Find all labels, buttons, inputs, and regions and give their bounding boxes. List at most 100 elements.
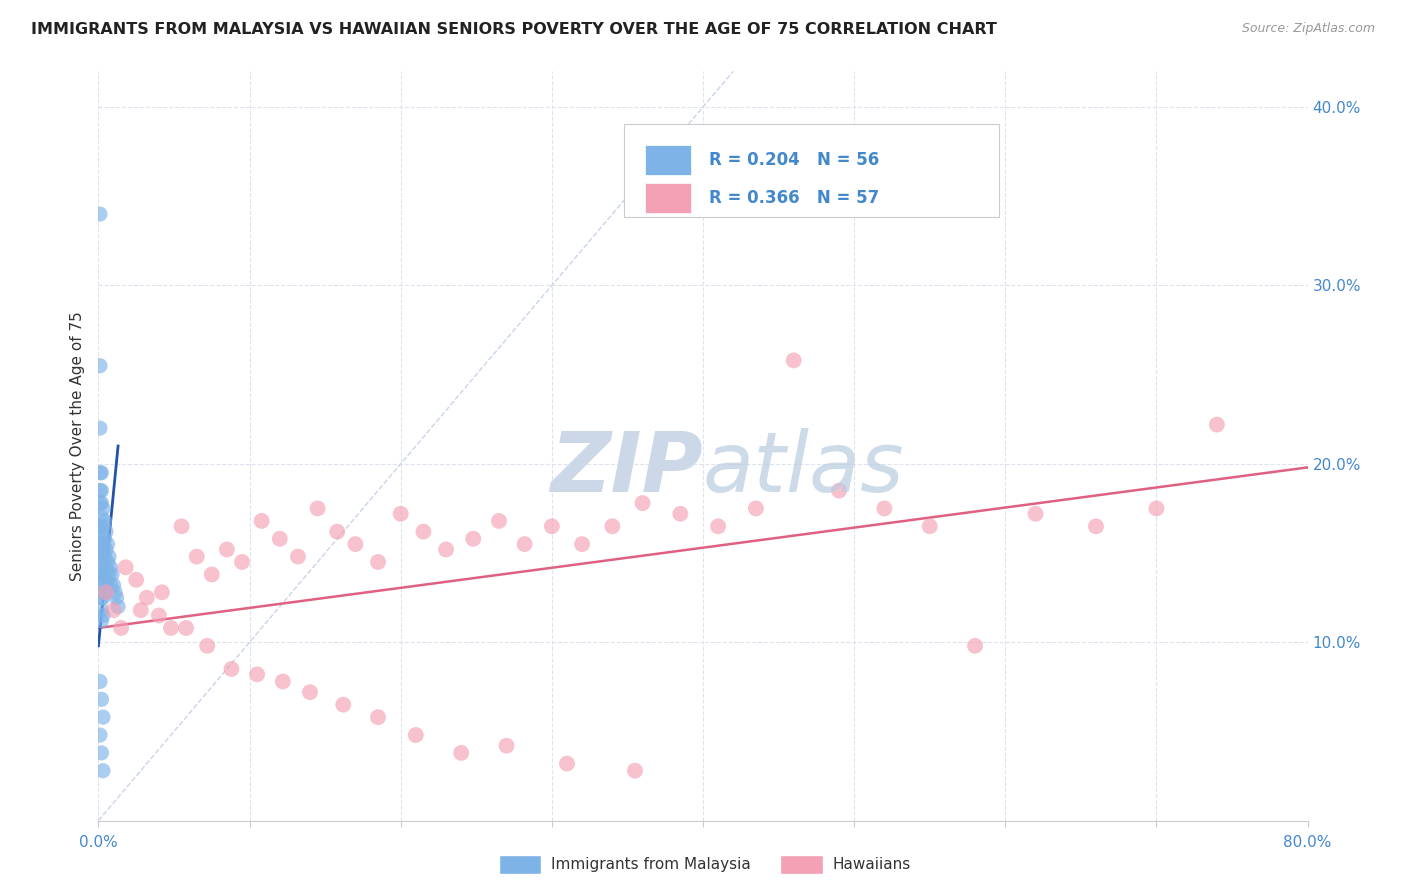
- Point: [100, 578, 122, 592]
- Point: [107, 599, 129, 614]
- Point: [873, 501, 896, 516]
- Point: [90, 483, 112, 498]
- Point: [221, 662, 243, 676]
- Point: [91, 764, 114, 778]
- Point: [90, 591, 112, 605]
- Point: [555, 756, 578, 771]
- Point: [135, 591, 157, 605]
- Text: R = 0.366   N = 57: R = 0.366 N = 57: [709, 189, 879, 207]
- Point: [488, 514, 510, 528]
- Point: [96, 555, 118, 569]
- Point: [299, 685, 322, 699]
- Point: [344, 537, 367, 551]
- Point: [91, 555, 114, 569]
- Text: Hawaiians: Hawaiians: [832, 857, 911, 871]
- Point: [405, 728, 427, 742]
- Point: [89, 421, 111, 435]
- Point: [215, 542, 238, 557]
- Point: [90, 466, 112, 480]
- FancyBboxPatch shape: [645, 183, 690, 213]
- Point: [271, 674, 294, 689]
- Point: [745, 501, 768, 516]
- Point: [90, 524, 112, 539]
- Text: ZIP: ZIP: [550, 428, 703, 509]
- Point: [89, 519, 111, 533]
- Point: [367, 710, 389, 724]
- Point: [91, 710, 114, 724]
- Point: [91, 501, 114, 516]
- Point: [89, 549, 111, 564]
- Point: [94, 542, 117, 557]
- Point: [98, 567, 121, 582]
- Point: [367, 555, 389, 569]
- Point: [91, 591, 114, 605]
- Point: [91, 537, 114, 551]
- Point: [307, 501, 329, 516]
- Point: [110, 621, 132, 635]
- Point: [96, 573, 118, 587]
- Point: [93, 585, 115, 599]
- Point: [571, 537, 593, 551]
- Point: [91, 573, 114, 587]
- Point: [269, 532, 291, 546]
- Point: [389, 507, 412, 521]
- Point: [332, 698, 354, 712]
- Point: [669, 507, 692, 521]
- Point: [495, 739, 517, 753]
- Point: [148, 608, 170, 623]
- Point: [93, 549, 115, 564]
- Point: [89, 483, 111, 498]
- Point: [250, 514, 273, 528]
- Point: [89, 567, 111, 582]
- Point: [160, 621, 183, 635]
- Point: [89, 466, 111, 480]
- Point: [631, 496, 654, 510]
- Point: [94, 585, 117, 599]
- Point: [540, 519, 562, 533]
- Point: [103, 578, 125, 592]
- Point: [96, 537, 118, 551]
- Point: [91, 519, 114, 533]
- Point: [89, 207, 111, 221]
- Point: [100, 560, 122, 574]
- Point: [94, 578, 117, 592]
- Point: [90, 578, 112, 592]
- Point: [412, 524, 434, 539]
- Point: [90, 549, 112, 564]
- Point: [90, 692, 112, 706]
- Point: [91, 608, 114, 623]
- Point: [114, 560, 136, 574]
- Point: [93, 532, 115, 546]
- Point: [104, 585, 127, 599]
- Point: [94, 524, 117, 539]
- Point: [326, 524, 349, 539]
- Point: [129, 603, 152, 617]
- Point: [90, 537, 112, 551]
- Text: IMMIGRANTS FROM MALAYSIA VS HAWAIIAN SENIORS POVERTY OVER THE AGE OF 75 CORRELAT: IMMIGRANTS FROM MALAYSIA VS HAWAIIAN SEN…: [31, 22, 997, 37]
- Point: [90, 496, 112, 510]
- Point: [89, 728, 111, 742]
- Point: [90, 746, 112, 760]
- Point: [186, 549, 208, 564]
- Point: [1085, 519, 1108, 533]
- Point: [101, 567, 124, 582]
- Point: [1024, 507, 1046, 521]
- Point: [90, 564, 112, 578]
- Point: [231, 555, 253, 569]
- Point: [103, 603, 125, 617]
- FancyBboxPatch shape: [624, 124, 1000, 218]
- Y-axis label: Seniors Poverty Over the Age of 75: Seniors Poverty Over the Age of 75: [69, 311, 84, 581]
- Text: R = 0.204   N = 56: R = 0.204 N = 56: [709, 152, 879, 169]
- FancyBboxPatch shape: [645, 145, 690, 176]
- Point: [89, 674, 111, 689]
- Point: [201, 567, 224, 582]
- Point: [918, 519, 941, 533]
- Point: [105, 591, 128, 605]
- Point: [707, 519, 730, 533]
- Point: [93, 567, 115, 582]
- Point: [602, 519, 624, 533]
- Point: [195, 639, 218, 653]
- Point: [463, 532, 485, 546]
- Point: [90, 510, 112, 524]
- Point: [98, 549, 121, 564]
